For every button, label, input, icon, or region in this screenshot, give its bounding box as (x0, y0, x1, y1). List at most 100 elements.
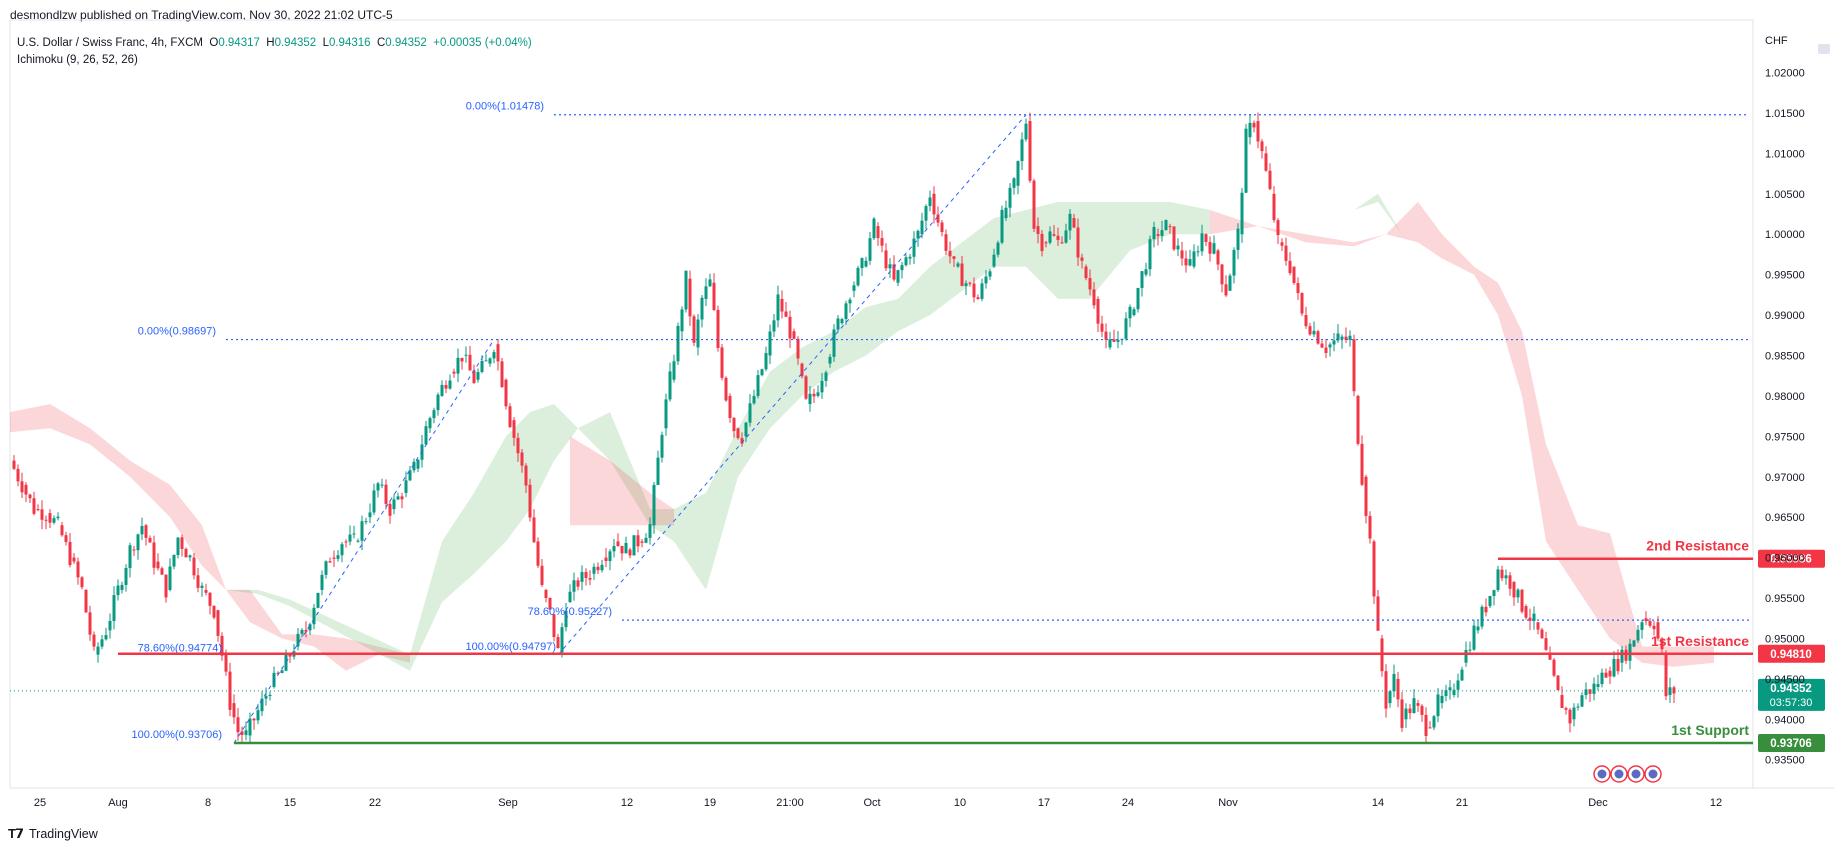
candle-body (196, 575, 200, 588)
candle-body (92, 634, 96, 647)
candle-body (512, 420, 516, 438)
y-tick-label: 0.95500 (1765, 593, 1805, 605)
candle-body (328, 561, 332, 563)
candle-body (1052, 234, 1056, 236)
symbol-row[interactable]: U.S. Dollar / Swiss Franc, 4h, FXCM O0.9… (17, 35, 532, 52)
candle-body (1572, 707, 1576, 720)
candle-body (744, 422, 748, 437)
candle-body (252, 718, 256, 721)
candle-body (1232, 249, 1236, 276)
candle-body (952, 256, 956, 259)
level-name: 1st Support (1671, 722, 1749, 738)
candle-body (368, 512, 372, 518)
x-tick-label: 12 (1710, 797, 1722, 809)
candle-body (1324, 347, 1328, 353)
candle-body (936, 214, 940, 223)
candle-body (1360, 443, 1364, 485)
candle-body (532, 517, 536, 543)
candle-body (1392, 673, 1396, 692)
x-tick-label: 8 (205, 797, 211, 809)
candle-body (836, 318, 840, 330)
candle-body (884, 250, 888, 269)
candle-body (960, 263, 964, 286)
candle-body (64, 535, 68, 542)
candle-body (232, 703, 236, 718)
candle-body (156, 561, 160, 569)
candle-body (16, 468, 20, 482)
candle-body (356, 540, 360, 542)
candle-body (140, 526, 144, 535)
indicator-row[interactable]: Ichimoku (9, 26, 52, 26) (17, 54, 138, 66)
candle-body (32, 498, 36, 514)
x-tick-label: Oct (863, 797, 880, 809)
candle-body (316, 592, 320, 608)
x-tick-label: Nov (1218, 797, 1238, 809)
candle-body (1140, 271, 1144, 288)
candle-body (424, 426, 428, 445)
candle-body (1460, 669, 1464, 681)
candle-body (88, 612, 92, 635)
candle-body (1200, 233, 1204, 252)
candle-body (788, 316, 792, 339)
change-value: +0.00035 (+0.04%) (430, 37, 531, 49)
candle-body (1584, 689, 1588, 696)
candle-body (504, 379, 508, 407)
candle-body (968, 282, 972, 284)
candle-body (732, 417, 736, 432)
candle-body (272, 672, 276, 687)
candle-body (820, 380, 824, 393)
candle-body (608, 551, 612, 562)
candle-body (480, 360, 484, 373)
candle-body (1636, 629, 1640, 641)
candle-body (1424, 714, 1428, 736)
candle-body (1372, 541, 1376, 597)
candle-body (688, 278, 692, 317)
candle-body (1292, 266, 1296, 284)
y-tick-label: 1.00500 (1765, 189, 1805, 201)
candle-body (1040, 233, 1044, 252)
level-price-label: 0.94810 (1770, 649, 1812, 661)
level-price-label: 0.93706 (1770, 738, 1812, 750)
candle-body (1304, 315, 1308, 327)
candle-body (1560, 695, 1564, 709)
low-value: 0.94316 (328, 37, 371, 49)
candle-body (1048, 231, 1052, 243)
fib-level-label: 0.00%(0.98697) (138, 326, 216, 338)
candle-body (880, 238, 884, 246)
candle-body (568, 591, 572, 603)
candle-body (1152, 226, 1156, 240)
candle-body (756, 375, 760, 396)
candle-body (492, 352, 496, 359)
candle-body (456, 357, 460, 374)
level-price-tag (1758, 549, 1825, 568)
candle-body (300, 629, 304, 634)
candle-body (1496, 569, 1500, 591)
candle-body (116, 585, 120, 596)
candle-body (1276, 220, 1280, 236)
candle-body (312, 607, 316, 625)
candle-body (1124, 318, 1128, 339)
candle-body (84, 589, 88, 613)
candle-body (1520, 589, 1524, 612)
candle-body (244, 730, 248, 735)
high-value: 0.94352 (274, 37, 317, 49)
candle-body (648, 524, 652, 538)
candle-body (1056, 235, 1060, 241)
x-tick-label: 21 (1456, 797, 1468, 809)
candle-body (172, 555, 176, 567)
candle-body (1080, 257, 1084, 261)
candle-body (460, 357, 464, 362)
x-tick-label: 19 (704, 797, 716, 809)
candle-body (416, 459, 420, 469)
candle-body (452, 371, 456, 374)
candle-body (668, 371, 672, 400)
candle-body (748, 403, 752, 423)
candle-body (1408, 708, 1412, 713)
candle-body (1088, 278, 1092, 290)
candle-body (1440, 696, 1444, 704)
candle-body (1224, 284, 1228, 296)
candle-body (1024, 123, 1028, 140)
candle-body (1180, 250, 1184, 259)
symbol-name[interactable]: U.S. Dollar / Swiss Franc, 4h, FXCM (17, 37, 203, 49)
